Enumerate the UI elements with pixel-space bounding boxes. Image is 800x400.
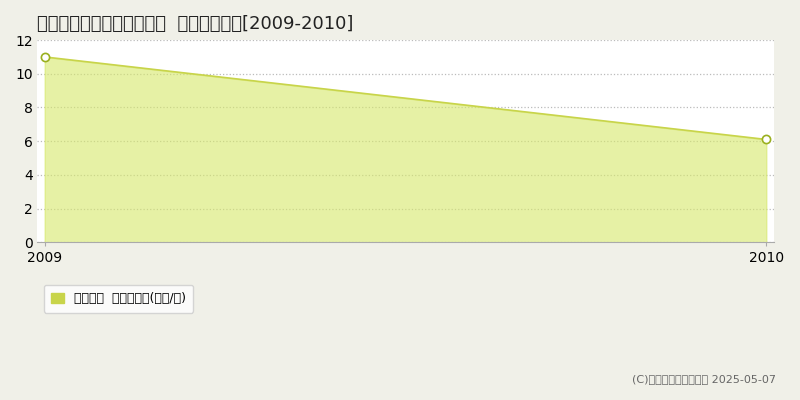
Text: 肝属郡南大隅町根占横別府  住宅価格推移[2009-2010]: 肝属郡南大隅町根占横別府 住宅価格推移[2009-2010] (38, 15, 354, 33)
Text: (C)土地価格ドットコム 2025-05-07: (C)土地価格ドットコム 2025-05-07 (632, 374, 776, 384)
Point (38, 54, 51, 60)
Legend: 住宅価格  平均坪単価(万円/坪): 住宅価格 平均坪単価(万円/坪) (44, 285, 194, 313)
Point (760, 136, 773, 143)
